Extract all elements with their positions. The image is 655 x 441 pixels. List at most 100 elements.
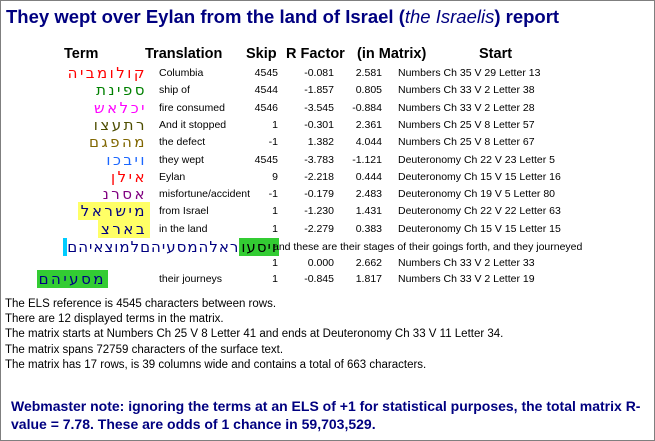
start-long: Numbers Ch 33 V 2 Letter 33 bbox=[398, 257, 535, 269]
r-factor-in-matrix: 4.044 bbox=[355, 136, 382, 149]
r-factor: -0.301 bbox=[304, 118, 334, 131]
term-hebrew: אילן bbox=[111, 167, 147, 186]
r1-last: -0.845 bbox=[304, 273, 334, 285]
translation: the defect bbox=[159, 136, 206, 149]
table-row: מהפגם the defect -1 1.382 4.044 Numbers Ch 25… bbox=[1, 133, 654, 152]
term-hebrew: מהפגם bbox=[89, 133, 147, 152]
note-line: The ELS reference is 4545 characters bet… bbox=[5, 298, 277, 310]
note-line: The matrix starts at Numbers Ch 25 V 8 L… bbox=[5, 328, 504, 341]
r-factor: -1.230 bbox=[304, 205, 334, 218]
skip: -1 bbox=[268, 136, 278, 149]
term-hebrew: יכלאש bbox=[94, 98, 147, 117]
webmaster-note: Webmaster note: ignoring the terms at an… bbox=[11, 398, 641, 432]
table-row: אסרנ misfortune/accident -1 -0.179 2.483 Deut… bbox=[1, 185, 654, 204]
r-factor-in-matrix: 0.805 bbox=[355, 84, 382, 97]
translation: from Israel bbox=[159, 205, 209, 218]
skip: 1 bbox=[272, 222, 278, 235]
start-location: Deuteronomy Ch 15 V 15 Letter 16 bbox=[398, 170, 561, 183]
skip: 1 bbox=[272, 118, 278, 131]
term-hebrew: ספינת bbox=[96, 81, 147, 100]
table-row-last: מסעיהם their journeys 1 -0.845 1.817 Num… bbox=[1, 270, 654, 288]
table-row: יכלאש fire consumed 4546 -3.545 -0.884 Number… bbox=[1, 98, 654, 117]
translation: misfortune/accident bbox=[159, 188, 251, 201]
header-skip: Skip bbox=[246, 46, 277, 62]
r-factor: -2.218 bbox=[304, 170, 334, 183]
term-hebrew: רתעצו bbox=[93, 115, 147, 134]
r-factor-in-matrix: 0.383 bbox=[355, 222, 382, 235]
r-factor: -3.545 bbox=[304, 101, 334, 114]
note-line: The matrix spans 72759 characters of the… bbox=[5, 343, 284, 356]
skip: 4545 bbox=[254, 67, 278, 79]
page-title: They wept over Eylan from the land of Is… bbox=[6, 6, 654, 32]
term-hebrew-long-rest: ראלהמסעיהםלמוצאיהם bbox=[67, 238, 240, 256]
skip: 1 bbox=[272, 205, 278, 218]
start-location: Numbers Ch 25 V 8 Letter 57 bbox=[398, 118, 535, 131]
note-line: There are 12 displayed terms in the matr… bbox=[5, 313, 224, 326]
note-line: The matrix has 17 rows, is 39 columns wi… bbox=[5, 358, 427, 371]
table-row: מישראל from Israel 1 -1.230 1.431 Deuteronomy… bbox=[1, 202, 654, 221]
start-location: Numbers Ch 33 V 2 Letter 28 bbox=[398, 101, 535, 114]
table-row-long: ויסעוראלהמסעיהםלמוצאיהם​ and these are t… bbox=[1, 238, 654, 256]
skip-long: 1 bbox=[272, 257, 278, 269]
start-location: Deuteronomy Ch 22 V 23 Letter 5 bbox=[398, 153, 556, 166]
start-location: Deuteronomy Ch 19 V 5 Letter 80 bbox=[398, 188, 556, 201]
table-row: אילן Eylan 9 -2.218 0.444 Deuteronomy Ch 15 V… bbox=[1, 167, 654, 186]
translation: Eylan bbox=[159, 170, 186, 183]
title-suffix: ) report bbox=[494, 6, 560, 27]
translation: And it stopped bbox=[159, 118, 227, 131]
header-term: Term bbox=[64, 46, 99, 62]
term-hebrew-long-highlight: ויסעו bbox=[239, 238, 279, 256]
title-italic: the Israelis bbox=[404, 6, 495, 27]
translation: ship of bbox=[159, 84, 190, 97]
skip: 9 bbox=[272, 170, 278, 183]
r1-long: 0.000 bbox=[307, 257, 334, 269]
start-location: Deuteronomy Ch 15 V 15 Letter 15 bbox=[398, 222, 561, 235]
table-row: בארצ in the land 1 -2.279 0.383 Deuteronomy C… bbox=[1, 219, 654, 238]
term-hebrew: בארצ bbox=[97, 219, 150, 238]
table-row: ויבכו they wept 4545 -3.783 -1.121 Deuteronom… bbox=[1, 150, 654, 169]
term-hebrew: אסרנ bbox=[102, 185, 147, 204]
r-factor-in-matrix: 2.581 bbox=[355, 67, 382, 79]
r-factor: -3.783 bbox=[304, 153, 334, 166]
start-location: Numbers Ch 35 V 29 Letter 13 bbox=[398, 67, 541, 79]
translation-last: their journeys bbox=[159, 273, 223, 285]
r-factor: -1.857 bbox=[304, 84, 334, 97]
r-factor: -0.179 bbox=[304, 188, 334, 201]
title-text: They wept over Eylan from the land of Is… bbox=[6, 6, 405, 27]
r-factor-in-matrix: 0.444 bbox=[355, 170, 382, 183]
header-translation: Translation bbox=[145, 46, 223, 62]
r-factor: 1.382 bbox=[307, 136, 334, 149]
skip-last: 1 bbox=[272, 273, 278, 285]
r-factor: -2.279 bbox=[304, 222, 334, 235]
r-factor-in-matrix: -1.121 bbox=[352, 153, 382, 166]
term-hebrew-long-tail: ​ bbox=[63, 238, 68, 256]
translation: in the land bbox=[159, 222, 208, 235]
term-hebrew-last-text: מסעיהם bbox=[36, 270, 108, 288]
skip: 4544 bbox=[254, 84, 278, 97]
table-row: ספינת ship of 4544 -1.857 0.805 Numbers Ch 33… bbox=[1, 81, 654, 100]
table-row: קולומביה Columbia 4545 -0.081 2.581 Numbers C… bbox=[1, 64, 654, 82]
r2-last: 1.817 bbox=[355, 273, 382, 285]
term-hebrew-long: ויסעוראלהמסעיהםלמוצאיהם​ bbox=[63, 238, 279, 256]
start-location: Numbers Ch 25 V 8 Letter 67 bbox=[398, 136, 535, 149]
table-row: רתעצו And it stopped 1 -0.301 2.361 Numbers C… bbox=[1, 115, 654, 134]
term-hebrew-last: מסעיהם bbox=[36, 270, 108, 288]
r-factor: -0.081 bbox=[304, 67, 334, 79]
term-hebrew: מישראל bbox=[77, 202, 150, 221]
table-row-long-values: 1 0.000 2.662 Numbers Ch 33 V 2 Letter 3… bbox=[1, 255, 654, 272]
skip: 4545 bbox=[254, 153, 278, 166]
r2-long: 2.662 bbox=[355, 257, 382, 269]
header-in-matrix: (in Matrix) bbox=[357, 46, 427, 62]
r-factor-in-matrix: 2.483 bbox=[355, 188, 382, 201]
header-rfactor: R Factor bbox=[286, 46, 345, 62]
term-hebrew: ויבכו bbox=[106, 150, 147, 169]
r-factor-in-matrix: 1.431 bbox=[355, 205, 382, 218]
term-hebrew: קולומביה bbox=[67, 64, 147, 82]
r-factor-in-matrix: -0.884 bbox=[352, 101, 382, 114]
translation: they wept bbox=[159, 153, 204, 166]
translation-long: and these are their stages of their goin… bbox=[273, 241, 583, 253]
header-start: Start bbox=[479, 46, 513, 62]
r-factor-in-matrix: 2.361 bbox=[355, 118, 382, 131]
matrix-notes: The ELS reference is 4545 characters bet… bbox=[5, 297, 645, 373]
